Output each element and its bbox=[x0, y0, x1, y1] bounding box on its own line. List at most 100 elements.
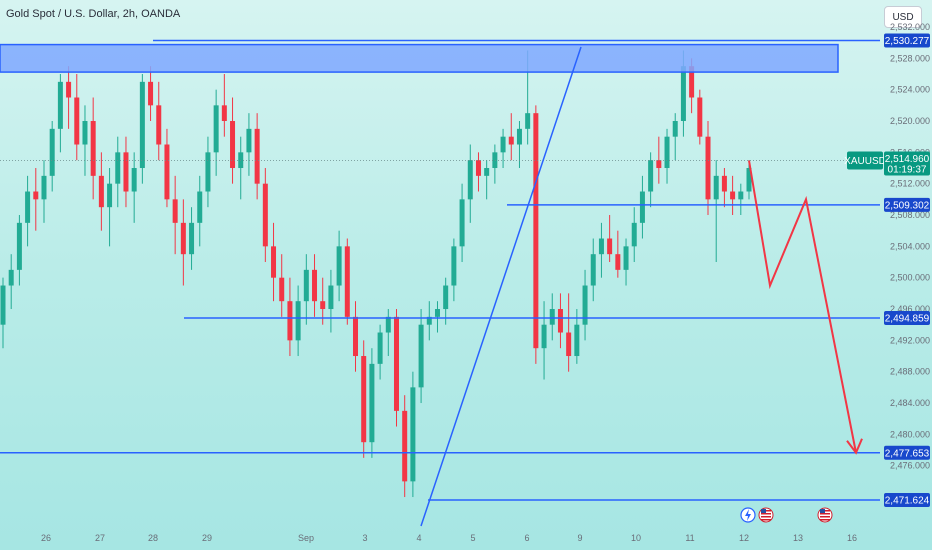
candle-body bbox=[221, 105, 227, 122]
current-price-text: 2,514.960 bbox=[885, 154, 930, 165]
level-price-label bbox=[884, 310, 930, 325]
candle-body bbox=[49, 128, 55, 176]
candle-body bbox=[303, 269, 309, 302]
candle-body bbox=[107, 183, 113, 208]
candle-body bbox=[254, 128, 260, 184]
flag-stripe bbox=[761, 516, 771, 518]
candle-body bbox=[33, 191, 39, 200]
candle-body bbox=[410, 387, 416, 482]
candle-body bbox=[369, 363, 375, 443]
symbol-text: XAUUSD bbox=[844, 156, 886, 167]
flag-stripe bbox=[820, 519, 830, 521]
candle-body bbox=[582, 285, 588, 325]
y-tick-label: 2,504.000 bbox=[890, 241, 930, 251]
candle-body bbox=[721, 175, 727, 192]
candle-body bbox=[189, 222, 195, 255]
projection-path[interactable] bbox=[748, 160, 857, 453]
x-tick-label: 11 bbox=[685, 533, 694, 543]
candle-body bbox=[16, 222, 22, 270]
candle-body bbox=[312, 269, 318, 302]
candle-body bbox=[385, 316, 391, 333]
candle-body bbox=[672, 121, 678, 137]
y-tick-label: 2,524.000 bbox=[890, 85, 930, 95]
level-price-text: 2,477.653 bbox=[885, 448, 930, 459]
candle-body bbox=[484, 168, 490, 176]
candle-body bbox=[680, 66, 686, 122]
candle-body bbox=[656, 160, 662, 169]
candle-body bbox=[205, 152, 211, 192]
level-price-text: 2,509.302 bbox=[885, 200, 930, 211]
candle-body bbox=[451, 246, 457, 286]
candle-body bbox=[115, 152, 121, 184]
candle-body bbox=[730, 191, 736, 200]
candle-body bbox=[361, 356, 367, 443]
trendline[interactable] bbox=[420, 46, 582, 527]
drawings bbox=[0, 39, 880, 527]
candle-body bbox=[434, 309, 440, 317]
candle-body bbox=[344, 246, 350, 317]
level-price-label bbox=[884, 33, 930, 48]
currency-button[interactable]: USD bbox=[884, 6, 922, 28]
candle-body bbox=[172, 199, 178, 223]
candles bbox=[0, 50, 752, 498]
x-tick-label: 26 bbox=[41, 533, 51, 543]
candle-body bbox=[25, 191, 31, 223]
candle-body bbox=[623, 246, 629, 270]
flag-canton bbox=[820, 509, 825, 513]
y-tick-label: 2,500.000 bbox=[890, 273, 930, 283]
candle-body bbox=[590, 254, 596, 286]
resistance-zone[interactable] bbox=[0, 43, 839, 73]
candle-body bbox=[279, 277, 285, 302]
candle-body bbox=[402, 410, 408, 482]
candle-body bbox=[574, 324, 580, 357]
candle-body bbox=[738, 191, 744, 200]
candle-body bbox=[492, 152, 498, 169]
x-tick-label: 5 bbox=[470, 533, 475, 543]
candle-body bbox=[246, 128, 252, 153]
x-tick-label: 4 bbox=[416, 533, 421, 543]
level-price-label bbox=[884, 445, 930, 460]
candle-body bbox=[541, 324, 547, 349]
candle-body bbox=[123, 152, 129, 192]
candle-body bbox=[139, 81, 145, 169]
symbol-label bbox=[847, 151, 883, 170]
y-tick-label: 2,528.000 bbox=[890, 53, 930, 63]
x-tick-label: 3 bbox=[362, 533, 367, 543]
candle-body bbox=[426, 316, 432, 325]
candle-body bbox=[664, 136, 670, 169]
candle-body bbox=[598, 238, 604, 255]
x-tick-label: 13 bbox=[793, 533, 803, 543]
candle-body bbox=[607, 238, 613, 255]
candle-body bbox=[467, 160, 473, 200]
candle-body bbox=[549, 309, 555, 325]
candle-body bbox=[230, 121, 236, 169]
flag-stripe bbox=[820, 513, 830, 515]
candle-body bbox=[508, 136, 514, 145]
candle-body bbox=[180, 222, 186, 255]
level-price-label bbox=[884, 492, 930, 507]
x-tick-label: 27 bbox=[95, 533, 105, 543]
candle-body bbox=[516, 128, 522, 145]
candle-body bbox=[74, 97, 80, 145]
candle-body bbox=[689, 66, 695, 98]
candle-body bbox=[393, 316, 399, 411]
level-price-text: 2,494.859 bbox=[885, 313, 930, 324]
flag-stripe bbox=[761, 513, 771, 515]
flag-stripe bbox=[820, 516, 830, 518]
flag-stripe bbox=[761, 519, 771, 521]
candle-body bbox=[0, 285, 6, 325]
x-tick-label: 6 bbox=[524, 533, 529, 543]
candle-body bbox=[131, 168, 137, 192]
candle-body bbox=[262, 183, 268, 247]
y-tick-label: 2,496.000 bbox=[890, 304, 930, 314]
candle-body bbox=[648, 160, 654, 192]
y-tick-label: 2,484.000 bbox=[890, 398, 930, 408]
y-tick-label: 2,488.000 bbox=[890, 367, 930, 377]
candle-body bbox=[336, 246, 342, 286]
candle-body bbox=[377, 332, 383, 364]
candle-body bbox=[156, 105, 162, 145]
candle-body bbox=[8, 269, 14, 286]
candle-body bbox=[320, 301, 326, 310]
candle-body bbox=[148, 81, 154, 106]
